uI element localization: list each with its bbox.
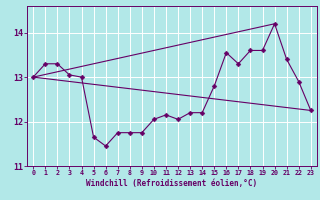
X-axis label: Windchill (Refroidissement éolien,°C): Windchill (Refroidissement éolien,°C)	[86, 179, 258, 188]
